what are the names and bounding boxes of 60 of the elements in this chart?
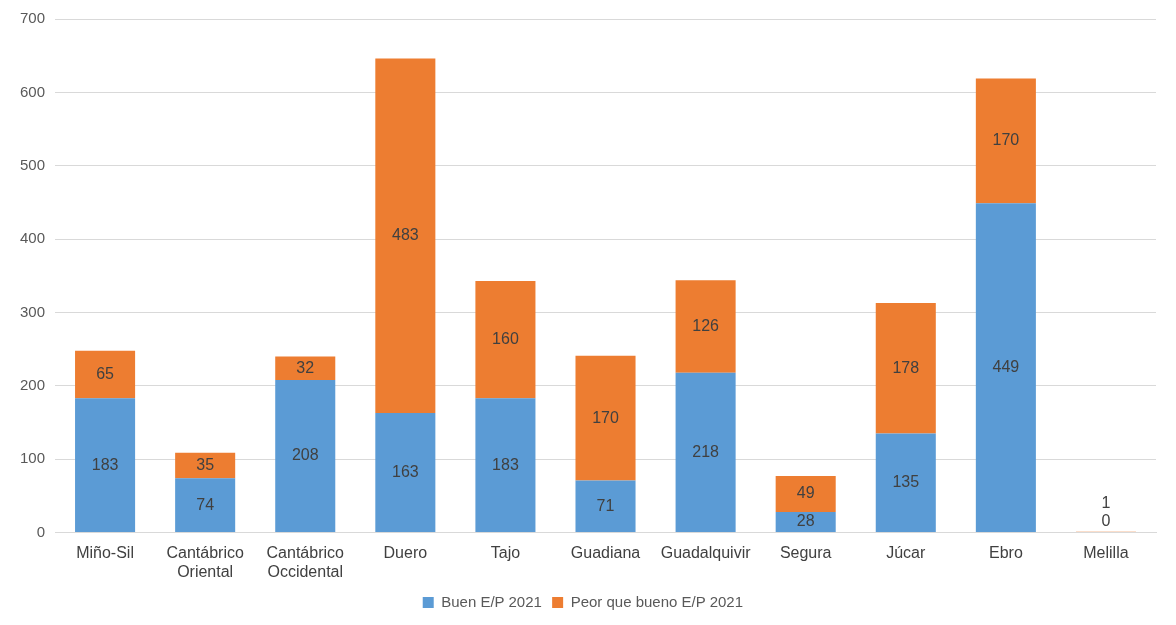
data-label: 135	[892, 473, 920, 491]
y-tick-label: 400	[20, 229, 46, 247]
data-label: 163	[391, 462, 419, 480]
data-label: 483	[391, 226, 419, 244]
bar	[975, 203, 1036, 533]
bar	[775, 476, 836, 513]
x-tick-label: Cantábrico Oriental	[166, 543, 244, 580]
data-label: 65	[96, 364, 115, 382]
data-label: 1	[1101, 494, 1111, 512]
y-tick-label: 0	[36, 522, 46, 540]
data-label: 126	[692, 316, 720, 334]
bar	[975, 78, 1036, 204]
bar	[575, 355, 636, 481]
y-tick-label: 300	[20, 302, 46, 320]
bar	[275, 379, 336, 533]
data-label: 183	[91, 455, 119, 473]
x-tick-label: Cantábrico Occidental	[266, 543, 345, 580]
data-label: 178	[892, 358, 920, 376]
bar	[575, 480, 636, 533]
data-label: 170	[992, 131, 1020, 149]
data-label: 35	[196, 455, 215, 473]
data-label: 0	[1101, 512, 1111, 530]
data-label: 218	[692, 442, 720, 460]
x-tick-label: Júcar	[886, 543, 927, 561]
data-label: 170	[592, 408, 619, 426]
data-label: 28	[796, 512, 815, 530]
x-tick-label: Duero	[383, 543, 428, 561]
bar	[375, 58, 436, 414]
y-tick-label: 200	[20, 376, 46, 393]
legend-label: Buen E/P 2021	[441, 592, 542, 610]
bar	[675, 372, 736, 533]
bar	[475, 280, 536, 399]
data-label: 32	[296, 358, 315, 376]
y-tick-label: 500	[20, 155, 46, 173]
data-label: 71	[596, 496, 615, 514]
x-tick-label: Melilla	[1083, 543, 1129, 561]
bar	[675, 280, 736, 373]
y-tick-label: 700	[20, 9, 46, 27]
bar	[75, 398, 136, 533]
data-label: 449	[992, 358, 1020, 376]
x-tick-label: Tajo	[490, 543, 521, 561]
bar	[375, 413, 436, 533]
x-tick-label: Ebro	[988, 543, 1023, 561]
y-tick-label: 100	[20, 449, 46, 467]
bar	[875, 433, 936, 533]
x-tick-label: Miño-Sil	[76, 543, 134, 561]
data-label: 49	[796, 484, 815, 502]
data-label: 160	[492, 330, 519, 348]
bar	[475, 398, 536, 533]
y-tick-label: 600	[20, 82, 46, 100]
x-tick-label: Segura	[779, 543, 832, 561]
x-tick-label: Guadalquivir	[660, 543, 752, 561]
bar	[75, 350, 136, 399]
bar	[875, 302, 936, 434]
x-tick-label: Guadiana	[570, 543, 641, 561]
bar	[175, 478, 236, 533]
data-label: 208	[291, 446, 319, 464]
data-label: 183	[492, 455, 519, 473]
legend-label: Peor que bueno E/P 2021	[570, 592, 744, 610]
data-label: 74	[196, 495, 215, 513]
